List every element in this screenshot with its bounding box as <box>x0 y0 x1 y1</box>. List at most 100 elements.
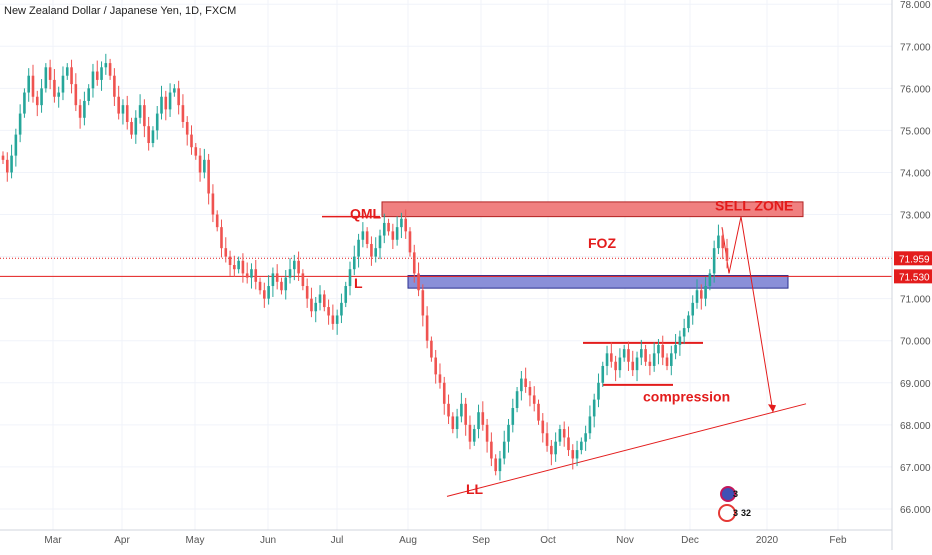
candle-body <box>485 424 489 442</box>
candle-body <box>477 412 480 430</box>
candle-body <box>125 105 129 122</box>
candle-body <box>400 218 403 228</box>
candle-body <box>652 353 656 366</box>
y-tick-label: 73.000 <box>900 211 931 222</box>
candle-body <box>442 382 446 404</box>
candle-body <box>297 260 300 274</box>
ll-label: LL <box>466 481 484 497</box>
candle-body <box>100 67 103 80</box>
candle-body <box>571 450 575 459</box>
price-tag-bg <box>894 251 932 266</box>
axes[interactable] <box>0 0 893 550</box>
x-tick-label: 2020 <box>756 535 779 546</box>
candle-body <box>481 412 485 425</box>
y-tick-label: 76.000 <box>900 84 931 95</box>
candle-body <box>537 403 540 421</box>
earnings-badge-count: 3 <box>733 489 738 499</box>
x-tick-label: Sep <box>472 535 490 546</box>
candle-body <box>575 450 579 459</box>
candle-body <box>95 71 99 80</box>
candle-body <box>220 227 223 249</box>
candle-body <box>344 286 348 303</box>
candle-body <box>113 75 116 97</box>
candle-body <box>421 290 425 316</box>
candle-body <box>610 353 613 362</box>
candle-body <box>460 403 463 417</box>
candle-body <box>391 231 395 240</box>
dividends-badge-icon[interactable] <box>718 504 736 522</box>
candle-body <box>138 105 142 118</box>
candle-body <box>14 134 18 156</box>
candle-body <box>331 315 335 324</box>
x-tick-label: May <box>186 535 205 546</box>
candle-body <box>640 349 643 358</box>
candle-body <box>584 433 587 442</box>
candle-body <box>524 378 527 387</box>
candle-body <box>528 386 532 396</box>
candle-body <box>605 353 609 366</box>
dividends-badge-count-b: 32 <box>741 508 751 518</box>
candle-body <box>314 302 318 312</box>
candle-body <box>438 374 442 383</box>
annotation-zones <box>0 201 892 497</box>
candle-body <box>558 429 562 442</box>
candle-body <box>190 134 193 148</box>
x-axis-ticks[interactable]: Mar Apr May Jun Jul Aug Sep Oct Nov Dec 2020 Feb <box>44 535 847 546</box>
x-tick-label: Oct <box>540 535 556 546</box>
earnings-badge-icon[interactable] <box>720 486 736 502</box>
candle-body <box>203 159 206 173</box>
candle-body <box>382 222 386 236</box>
candle-body <box>567 437 570 451</box>
candle-body <box>198 155 202 173</box>
candle-body <box>545 433 549 446</box>
candle-body <box>541 420 545 434</box>
candle-body <box>618 357 622 371</box>
x-tick-label: Jun <box>260 535 276 546</box>
candle-body <box>412 252 416 274</box>
candle-body <box>704 286 707 299</box>
candle-body <box>65 67 69 76</box>
candle-body <box>417 273 420 291</box>
candle-body <box>687 315 690 329</box>
candle-body <box>31 75 35 97</box>
candle-body <box>194 147 198 156</box>
candle-body <box>451 416 455 430</box>
candle-body <box>168 92 172 110</box>
price-tags: 71.959 71.530 <box>894 251 932 284</box>
candle-body <box>40 88 43 106</box>
event-badges[interactable]: 3 3 32 <box>718 486 751 522</box>
y-tick-label: 67.000 <box>900 463 931 474</box>
candle-body <box>494 458 497 472</box>
candle-body <box>468 424 472 442</box>
candle-body <box>648 361 652 366</box>
candle-body <box>691 302 695 316</box>
candle-body <box>267 286 270 299</box>
qml-label: QML <box>350 206 382 222</box>
candle-body <box>455 416 459 430</box>
candles <box>1 53 729 481</box>
candle-body <box>284 277 288 291</box>
candle-body <box>395 227 399 240</box>
candle-body <box>305 286 309 299</box>
x-tick-label: Jul <box>331 535 344 546</box>
x-tick-label: Nov <box>616 535 634 546</box>
candle-body <box>254 269 258 282</box>
candle-body <box>10 155 13 173</box>
candle-body <box>185 121 189 135</box>
candle-body <box>601 365 605 383</box>
sell-zone-label: SELL ZONE <box>715 197 793 213</box>
candle-body <box>53 79 56 97</box>
x-tick-label: Aug <box>399 535 417 546</box>
sell-zone-box <box>381 201 804 218</box>
candle-body <box>108 63 112 76</box>
candle-body <box>592 399 596 417</box>
candle-body <box>74 84 78 106</box>
candle-body <box>160 96 163 114</box>
candle-body <box>258 281 262 291</box>
candle-body <box>404 218 407 232</box>
candle-body <box>44 67 48 89</box>
x-tick-label: Feb <box>829 535 847 546</box>
candle-body <box>635 357 639 371</box>
